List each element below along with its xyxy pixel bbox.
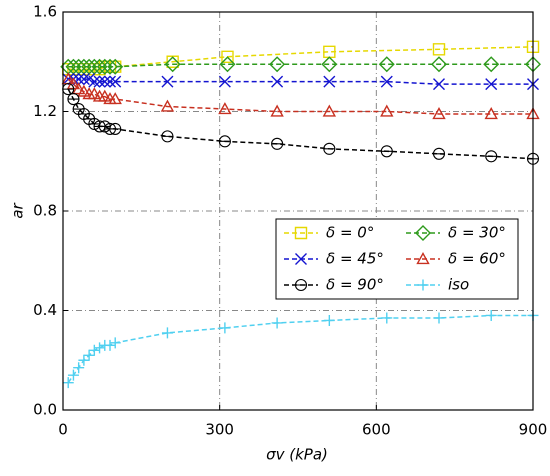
marker xyxy=(485,78,498,91)
marker xyxy=(485,150,498,163)
marker xyxy=(87,87,102,100)
x-tick-label: 900 xyxy=(519,421,548,439)
marker xyxy=(161,130,174,143)
marker xyxy=(294,279,308,291)
x-axis-label: σv (kPa) xyxy=(266,446,328,464)
marker xyxy=(321,56,338,73)
marker xyxy=(88,344,100,356)
marker xyxy=(94,342,106,354)
marker xyxy=(270,104,284,117)
x-tick-label: 0 xyxy=(58,421,68,439)
marker xyxy=(323,75,336,88)
y-tick-label: 0.4 xyxy=(33,301,57,319)
marker xyxy=(88,75,101,88)
marker xyxy=(102,58,118,75)
marker xyxy=(483,56,500,73)
marker xyxy=(323,142,336,155)
marker xyxy=(271,137,284,150)
marker xyxy=(432,43,446,56)
marker xyxy=(91,58,108,75)
marker xyxy=(269,56,286,73)
marker xyxy=(164,56,181,73)
marker xyxy=(432,147,446,160)
marker xyxy=(271,317,283,329)
marker xyxy=(433,78,445,91)
marker xyxy=(380,104,394,117)
marker xyxy=(381,312,393,324)
marker xyxy=(161,75,174,88)
legend-label: δ = 90° xyxy=(326,276,384,294)
y-tick-label: 0.0 xyxy=(33,401,57,419)
marker xyxy=(98,89,112,102)
marker xyxy=(322,104,337,117)
legend-label: δ = 60° xyxy=(448,250,506,268)
marker xyxy=(431,56,447,73)
marker xyxy=(109,75,122,88)
series-line xyxy=(67,88,534,160)
marker xyxy=(294,226,308,240)
marker xyxy=(77,84,91,97)
marker xyxy=(218,75,231,88)
marker xyxy=(93,75,106,88)
marker xyxy=(219,56,236,73)
marker xyxy=(62,377,74,389)
marker xyxy=(109,337,121,349)
marker xyxy=(380,75,393,88)
marker xyxy=(323,314,335,326)
series-line xyxy=(68,63,533,68)
x-tick-label: 600 xyxy=(362,421,391,439)
plot-frame xyxy=(62,11,534,411)
legend-label: δ = 45° xyxy=(326,250,384,268)
marker xyxy=(104,339,116,351)
marker xyxy=(73,362,85,374)
legend-label: δ = 0° xyxy=(326,224,374,242)
series-line xyxy=(68,46,534,70)
marker xyxy=(218,102,232,115)
marker xyxy=(109,122,122,135)
marker xyxy=(98,75,111,88)
x-tick-label: 300 xyxy=(205,421,234,439)
series-line xyxy=(67,314,533,384)
marker xyxy=(67,369,79,381)
marker xyxy=(526,40,540,54)
marker xyxy=(416,252,430,265)
marker xyxy=(67,93,80,106)
marker xyxy=(62,83,75,96)
legend: δ = 0° δ = 30° δ = 45° δ = 60° δ = 90° iso xyxy=(275,218,519,300)
marker xyxy=(432,107,446,120)
marker xyxy=(380,145,393,158)
marker xyxy=(160,99,175,112)
marker xyxy=(104,75,116,88)
series-line xyxy=(68,78,533,85)
marker xyxy=(96,58,113,75)
y-tick-label: 1.2 xyxy=(33,102,57,120)
marker xyxy=(78,354,90,366)
marker xyxy=(108,92,122,105)
y-tick-label: 1.6 xyxy=(33,3,57,21)
legend-label: δ = 30° xyxy=(448,224,506,242)
marker xyxy=(161,327,173,339)
marker xyxy=(323,45,336,58)
marker xyxy=(83,349,95,361)
marker xyxy=(107,58,124,75)
marker xyxy=(417,279,429,291)
marker xyxy=(485,309,497,321)
marker xyxy=(218,135,231,148)
marker xyxy=(77,73,90,86)
y-axis-label: ar xyxy=(9,202,27,218)
marker xyxy=(71,82,86,95)
marker xyxy=(271,75,284,88)
legend-label: iso xyxy=(448,276,469,294)
marker xyxy=(433,312,445,324)
marker xyxy=(378,56,395,73)
marker xyxy=(484,107,498,120)
marker xyxy=(415,225,431,241)
y-tick-label: 0.8 xyxy=(33,202,57,220)
marker xyxy=(295,253,307,265)
marker xyxy=(219,322,231,334)
